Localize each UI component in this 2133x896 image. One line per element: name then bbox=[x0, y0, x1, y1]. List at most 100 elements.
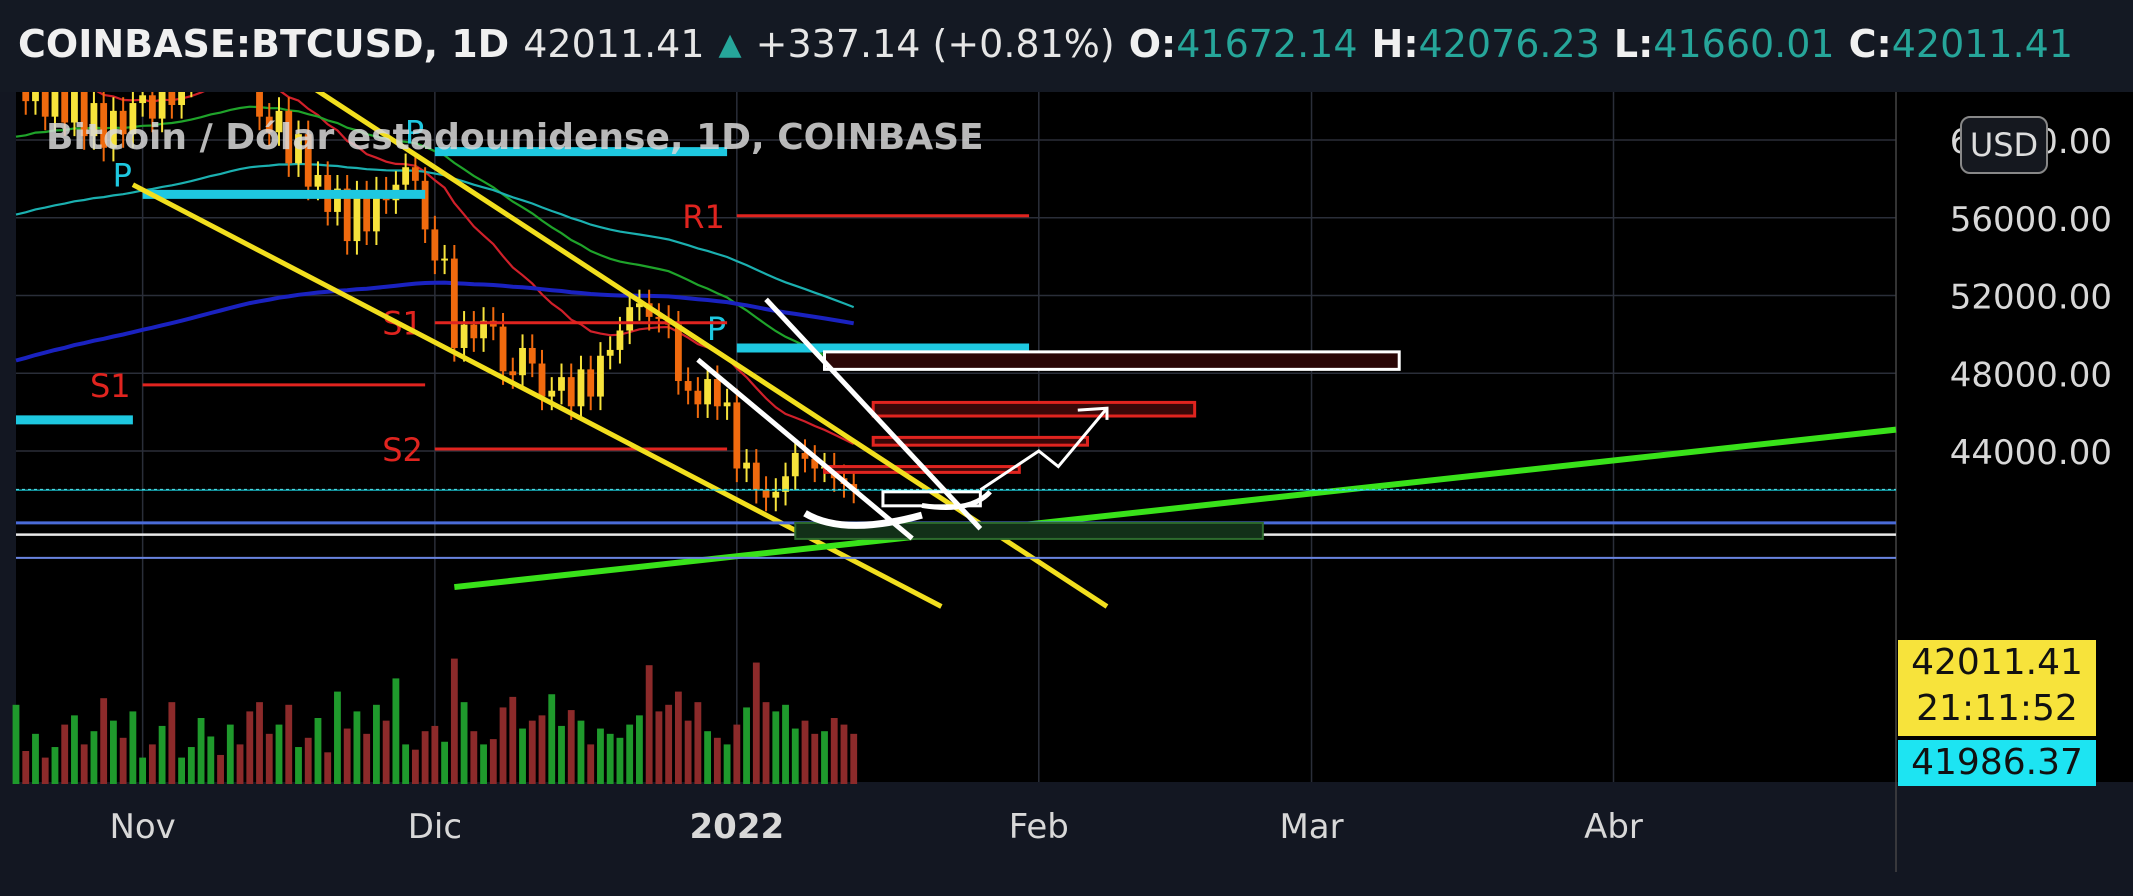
volume-bar bbox=[61, 724, 69, 784]
price-change: +337.14 (+0.81%) bbox=[755, 22, 1115, 66]
candle bbox=[606, 336, 614, 370]
volume-bar bbox=[411, 749, 419, 784]
volume-bar bbox=[587, 744, 595, 784]
x-tick-label: Mar bbox=[1279, 807, 1343, 847]
candle bbox=[334, 174, 341, 226]
sr-label: R1 bbox=[682, 198, 725, 236]
ema-line-200 bbox=[15, 280, 855, 363]
volume-bar bbox=[782, 704, 789, 784]
volume-bar bbox=[373, 704, 380, 784]
low-value: 41660.01 bbox=[1653, 22, 1835, 66]
volume-bar bbox=[577, 720, 585, 784]
candle bbox=[587, 355, 595, 411]
candle-body bbox=[470, 324, 478, 339]
volume-bar bbox=[704, 731, 712, 784]
candle-body bbox=[655, 316, 663, 319]
candle-body bbox=[538, 363, 546, 397]
volume-bar bbox=[519, 728, 526, 784]
candle bbox=[373, 176, 380, 245]
ema-line-100 bbox=[15, 162, 855, 309]
candle bbox=[148, 92, 156, 133]
candle-body bbox=[782, 476, 789, 492]
candle bbox=[304, 120, 312, 201]
last-price: 42011.41 bbox=[523, 22, 705, 66]
volume-bar bbox=[801, 720, 809, 784]
symbol-name[interactable]: COINBASE:BTCUSD, 1D bbox=[18, 22, 510, 66]
volume-bar bbox=[246, 711, 254, 784]
candle bbox=[265, 103, 273, 146]
volume-bar bbox=[762, 702, 770, 784]
candle bbox=[285, 97, 293, 177]
candle-body bbox=[168, 92, 176, 106]
pivot-label: P bbox=[113, 156, 132, 194]
demand-zone bbox=[794, 521, 1264, 540]
projection-arrow bbox=[979, 407, 1109, 492]
candle-body bbox=[567, 377, 575, 407]
candle-body bbox=[548, 390, 556, 397]
currency-button[interactable]: USD bbox=[1960, 116, 2048, 174]
candle-body bbox=[265, 116, 273, 133]
candle-body bbox=[606, 349, 614, 356]
candle-body bbox=[431, 229, 439, 261]
x-tick-label: Feb bbox=[1009, 807, 1069, 847]
candle-body bbox=[441, 258, 449, 261]
pivot-label: P bbox=[405, 114, 424, 152]
open-value: 41672.14 bbox=[1176, 22, 1358, 66]
volume-bar bbox=[606, 733, 614, 784]
x-tick-label: 2022 bbox=[690, 807, 785, 847]
candle bbox=[256, 92, 263, 131]
drawn-box bbox=[881, 490, 982, 508]
candle bbox=[441, 244, 449, 275]
candle bbox=[343, 174, 351, 255]
candle-body bbox=[713, 379, 721, 407]
volume-bar bbox=[187, 747, 195, 784]
volume-bar bbox=[548, 694, 556, 784]
y-tick-label: 44000.00 bbox=[1950, 433, 2112, 473]
candle-body bbox=[411, 167, 419, 181]
volume-bar bbox=[616, 737, 624, 784]
candle bbox=[811, 445, 819, 483]
candle bbox=[110, 97, 117, 162]
supply-zone bbox=[871, 400, 1197, 418]
candle bbox=[772, 478, 780, 512]
symbol-header: COINBASE:BTCUSD, 1D 42011.41 ▲ +337.14 (… bbox=[0, 0, 2133, 92]
volume-bar bbox=[295, 747, 302, 784]
up-arrow-icon: ▲ bbox=[718, 26, 742, 62]
volume-bar bbox=[567, 710, 575, 784]
candle bbox=[90, 92, 98, 150]
candle bbox=[723, 388, 731, 420]
candle-body bbox=[343, 188, 351, 242]
volume-bar bbox=[207, 736, 215, 784]
candle bbox=[431, 215, 439, 275]
candle bbox=[100, 92, 108, 162]
volume-bar bbox=[470, 731, 478, 784]
volume-bar bbox=[480, 744, 487, 784]
candle bbox=[32, 92, 39, 115]
candle-body bbox=[275, 110, 283, 133]
candle-body bbox=[674, 324, 682, 382]
candle bbox=[119, 97, 127, 148]
candle bbox=[411, 153, 419, 195]
candle-body bbox=[558, 377, 565, 391]
candle-body bbox=[723, 402, 731, 407]
candle bbox=[480, 307, 487, 352]
volume-bar bbox=[509, 696, 517, 784]
arrow-head-icon bbox=[1077, 406, 1109, 420]
volume-bar bbox=[830, 718, 838, 784]
volume-bar bbox=[665, 704, 673, 784]
candle bbox=[421, 167, 429, 244]
candle bbox=[616, 316, 624, 364]
volume-bar bbox=[499, 707, 507, 784]
candle-body bbox=[704, 379, 712, 405]
candle-body bbox=[460, 324, 468, 348]
price-chart[interactable]: 60000.0056000.0052000.0048000.0044000.00… bbox=[0, 92, 2133, 896]
candle bbox=[791, 439, 799, 490]
candle bbox=[519, 334, 526, 389]
candle bbox=[694, 377, 702, 418]
candle-body bbox=[801, 452, 809, 459]
volume-bar bbox=[197, 718, 205, 784]
volume-bar bbox=[626, 724, 634, 784]
volume-bar bbox=[256, 702, 263, 784]
candle bbox=[450, 244, 458, 362]
candle bbox=[499, 312, 507, 385]
